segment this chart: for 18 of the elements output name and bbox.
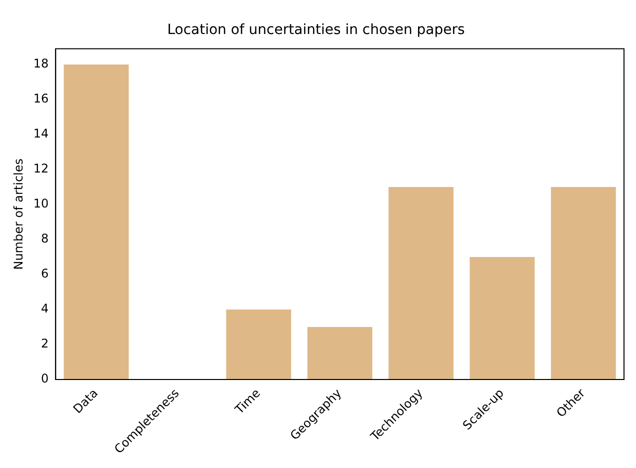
y-tick-label: 18 <box>33 56 49 71</box>
y-tick-label: 0 <box>41 372 49 386</box>
bar <box>388 187 454 380</box>
y-tick-label: 4 <box>41 302 49 316</box>
y-tick-label: 12 <box>33 162 49 176</box>
y-axis-title: Number of articles <box>11 158 26 270</box>
y-tick-label: 14 <box>33 126 49 141</box>
y-tick-label: 6 <box>41 266 49 281</box>
bar <box>470 257 535 380</box>
y-tick-label: 16 <box>33 92 49 106</box>
chart-title: Location of uncertainties in chosen papers <box>167 22 465 38</box>
bar <box>226 310 292 380</box>
bar <box>307 326 372 380</box>
y-tick-label: 10 <box>33 196 49 211</box>
y-tick-label: 2 <box>41 336 49 351</box>
bar <box>550 187 616 380</box>
bar <box>64 64 129 380</box>
y-tick-label: 8 <box>41 232 49 246</box>
